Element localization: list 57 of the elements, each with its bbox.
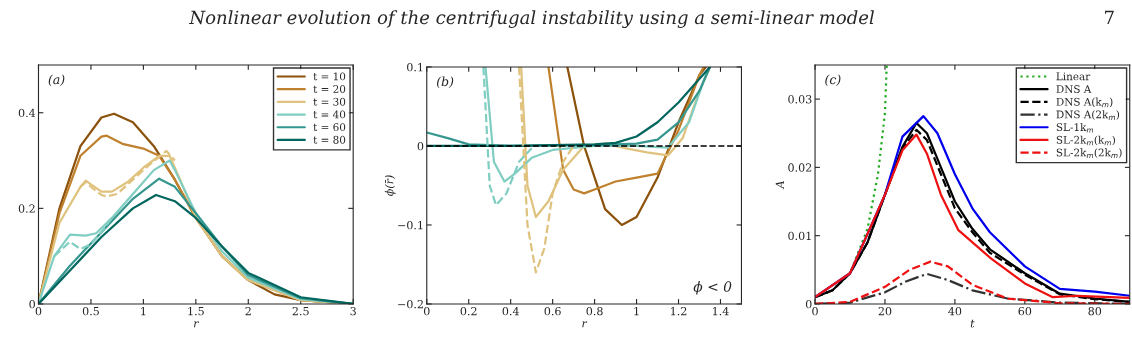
legend-label: DNS A(2k$_{m}$) xyxy=(1056,110,1120,120)
y-tick-label: 0 xyxy=(805,299,812,309)
x-tick-label: 0.2 xyxy=(460,306,477,316)
y-tick-label: −0.1 xyxy=(398,220,423,230)
text: Nonlinear evolution of the centrifugal instability using a semi-linear model xyxy=(188,10,874,28)
line-series xyxy=(53,216,114,258)
x-tick-label: 1.4 xyxy=(713,306,729,316)
legend-label: t = 10 xyxy=(313,72,346,81)
y-tick-label: 0.2 xyxy=(18,204,35,213)
x-tick-label: 0.6 xyxy=(544,306,561,316)
x-tick-label: 2 xyxy=(245,306,251,316)
legend-label: t = 60 xyxy=(313,123,346,132)
legend-label: SL-1k$_{m}$ xyxy=(1056,122,1094,133)
x-axis-title: r xyxy=(582,321,588,328)
x-tick-label: 1 xyxy=(141,306,146,316)
annotation: (a) xyxy=(48,74,65,86)
x-tick-label: 1.5 xyxy=(188,306,204,316)
y-tick-label: 0.1 xyxy=(407,62,423,72)
x-tick-label: 80 xyxy=(1088,306,1102,316)
x-tick-label: 3 xyxy=(350,306,356,316)
x-tick-label: 0 xyxy=(423,306,430,316)
legend-label: SL-2k$_{m}$(2k$_{m}$) xyxy=(1056,148,1122,158)
y-tick-label: 0.01 xyxy=(788,231,811,241)
y-tick-label: −0.2 xyxy=(398,299,423,309)
annotation: ϕ < 0 xyxy=(693,281,732,295)
line-series xyxy=(566,66,707,227)
y-tick-label: 0.4 xyxy=(18,108,36,118)
legend-label: t = 20 xyxy=(313,85,346,93)
annotation: (b) xyxy=(437,76,454,88)
y-tick-label: 0 xyxy=(417,141,424,151)
line-series xyxy=(547,66,705,195)
y-axis-title: A xyxy=(775,181,784,190)
y-axis-title: ϕ(r̄) xyxy=(384,175,396,196)
legend-label: Linear xyxy=(1056,72,1091,81)
legend-label: DNS A xyxy=(1056,85,1092,93)
x-tick-label: 40 xyxy=(948,306,962,316)
x-axis-title: r xyxy=(193,321,200,328)
legend-label: DNS A(k$_{m}$) xyxy=(1056,97,1113,108)
annotation: (c) xyxy=(825,74,841,86)
x-tick-label: 20 xyxy=(878,306,892,316)
y-tick-label: 0 xyxy=(29,299,35,309)
x-tick-label: 2.5 xyxy=(292,306,309,316)
y-tick-label: 0.03 xyxy=(788,95,812,104)
x-tick-label: 1.2 xyxy=(671,306,687,316)
line-series xyxy=(426,66,712,148)
legend-label: t = 40 xyxy=(313,110,346,119)
legend-label: t = 30 xyxy=(313,97,346,106)
x-tick-label: 0.4 xyxy=(502,306,519,316)
x-axis-title: t xyxy=(970,319,975,328)
x-tick-label: 1 xyxy=(634,306,639,316)
x-tick-label: 0.8 xyxy=(586,306,603,316)
legend-label: SL-2k$_{m}$(k$_{m}$) xyxy=(1056,135,1115,146)
x-tick-label: 0.5 xyxy=(82,306,99,316)
legend-label: t = 80 xyxy=(313,135,346,144)
y-tick-label: 0.02 xyxy=(788,163,812,172)
text: 7 xyxy=(1105,10,1114,24)
x-tick-label: 60 xyxy=(1018,306,1032,316)
